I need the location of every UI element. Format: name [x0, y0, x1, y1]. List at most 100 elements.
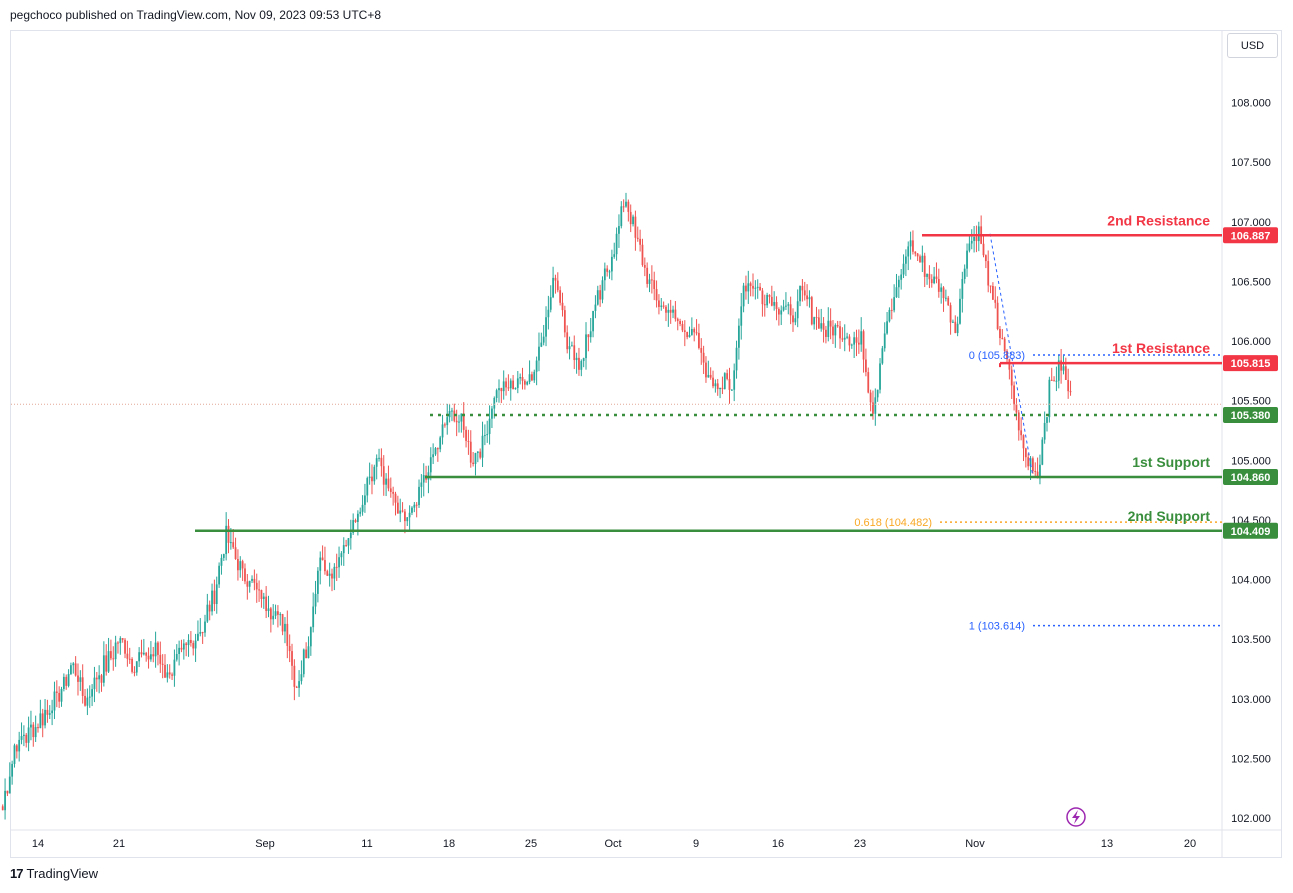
candle-body — [865, 359, 867, 373]
candle-body — [660, 305, 663, 307]
candle-body — [30, 724, 32, 728]
candle-body — [603, 268, 606, 281]
candle-body — [460, 413, 463, 422]
candle-body — [479, 451, 482, 458]
candle-body — [197, 633, 199, 641]
candle-body — [498, 388, 500, 391]
candle-body — [262, 596, 265, 600]
candle-body — [152, 654, 155, 657]
candle-body — [679, 321, 681, 325]
candle-body — [225, 525, 228, 555]
candle-body — [119, 638, 122, 644]
currency-button[interactable]: USD — [1227, 33, 1278, 58]
candle-body — [251, 578, 253, 581]
candle-body — [328, 573, 331, 576]
candle-body — [996, 302, 999, 329]
candle-body — [531, 374, 533, 381]
candle-body — [338, 557, 340, 568]
candle-body — [799, 285, 801, 302]
candle-body — [286, 623, 289, 646]
candle-body — [394, 493, 397, 503]
candle-body — [944, 297, 947, 299]
candle-body — [881, 348, 884, 364]
candle-body — [44, 709, 46, 726]
candle-body — [164, 664, 166, 678]
candle-body — [1043, 422, 1046, 440]
candle-body — [1008, 359, 1011, 370]
candle-body — [575, 357, 578, 361]
candle-body — [608, 271, 611, 273]
candle-body — [140, 652, 143, 655]
news-flash-icon — [1066, 807, 1086, 827]
candle-body — [284, 623, 286, 632]
candle-body — [58, 692, 61, 702]
candle-body — [745, 285, 747, 292]
candle-body — [839, 326, 841, 339]
candle-body — [933, 276, 936, 284]
candle-body — [719, 387, 721, 390]
candle-body — [105, 655, 108, 672]
candle-body — [161, 663, 164, 665]
fib-trend-line — [989, 233, 1034, 478]
candle-body — [1024, 448, 1027, 458]
candle-body — [987, 261, 990, 286]
candle-body — [681, 324, 684, 331]
candle-body — [923, 255, 926, 277]
candle-body — [32, 724, 35, 738]
candle-body — [67, 674, 70, 686]
candle-body — [95, 677, 98, 680]
candle-body — [599, 290, 602, 300]
candle-body — [1048, 379, 1051, 418]
candle-body — [246, 581, 249, 587]
candle-body — [742, 285, 745, 307]
candle-body — [970, 240, 973, 244]
candle-body — [255, 582, 258, 590]
candle-body — [756, 286, 759, 288]
candle-body — [785, 305, 787, 307]
candle-body — [1055, 380, 1058, 382]
candle-body — [493, 397, 496, 409]
candle-body — [211, 590, 213, 612]
candle-body — [159, 654, 162, 664]
price-tick-label: 105.500 — [1231, 396, 1271, 408]
candle-body — [900, 274, 903, 280]
candle-body — [1027, 457, 1030, 467]
candle-body — [683, 330, 686, 332]
chart-frame — [10, 30, 1282, 858]
candle-body — [65, 676, 68, 686]
candle-body — [620, 206, 623, 227]
candle-body — [582, 358, 585, 362]
candle-body — [879, 363, 881, 390]
tradingview-footer: 17 TradingView — [10, 866, 98, 881]
candle-body — [88, 696, 91, 698]
time-tick-label: 13 — [1101, 838, 1113, 850]
candle-body — [519, 377, 522, 379]
candle-body — [382, 466, 385, 485]
candle-body — [368, 476, 371, 479]
candle-body — [436, 448, 439, 450]
candle-body — [201, 632, 204, 634]
candle-body — [319, 557, 322, 571]
candle-body — [702, 352, 705, 363]
candle-body — [20, 736, 23, 740]
candle-body — [749, 283, 752, 286]
candle-body — [1010, 369, 1013, 386]
candle-body — [401, 510, 404, 512]
candle-body — [354, 520, 357, 522]
candle-body — [552, 277, 554, 298]
candle-body — [6, 790, 9, 794]
candle-body — [227, 525, 230, 543]
candle-body — [968, 243, 971, 251]
candle-body — [269, 608, 272, 620]
candle-body — [396, 502, 399, 514]
level-label: 1st Support — [1132, 454, 1210, 470]
candle-body — [361, 504, 364, 512]
candle-body — [462, 413, 465, 430]
candle-body — [112, 658, 115, 660]
candle-body — [199, 632, 202, 634]
candle-body — [916, 253, 919, 257]
candle-body — [705, 362, 707, 378]
candle-body — [947, 297, 950, 306]
candle-body — [429, 457, 432, 473]
